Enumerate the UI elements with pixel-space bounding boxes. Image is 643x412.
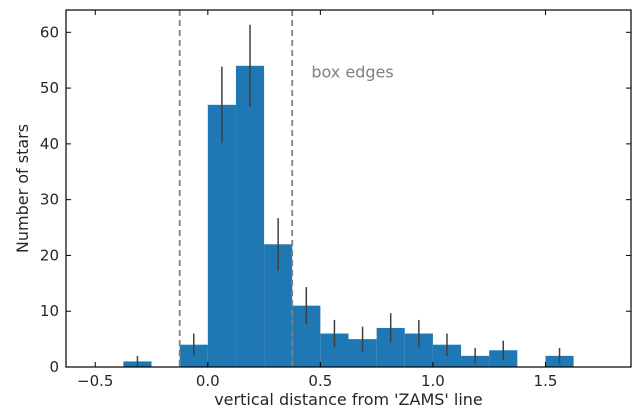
- axis-ticks: [66, 10, 631, 368]
- errorbars-group: [136, 24, 561, 367]
- bars-group: [123, 65, 574, 367]
- x-tick-label-2: 0.5: [308, 372, 332, 390]
- plot-frame: [65, 9, 632, 368]
- y-tick-label-4: 40: [40, 135, 59, 153]
- box-edges-annotation: box edges: [311, 62, 393, 81]
- y-tick-label-6: 60: [40, 23, 59, 41]
- x-tick-label-1: 0.0: [196, 372, 220, 390]
- y-tick-label-3: 30: [40, 191, 59, 209]
- bar-3: [235, 65, 265, 367]
- x-tick-label-4: 1.5: [534, 372, 558, 390]
- bar-2: [207, 104, 236, 367]
- y-tick-labels: 0 10 20 30 40 50 60: [40, 23, 59, 376]
- x-tick-label-0: −0.5: [77, 372, 113, 390]
- y-tick-label-5: 50: [40, 79, 59, 97]
- x-axis-label: vertical distance from 'ZAMS' line: [214, 390, 483, 409]
- y-tick-label-0: 0: [49, 358, 59, 376]
- x-tick-label-3: 1.0: [421, 372, 445, 390]
- y-tick-label-1: 10: [40, 302, 59, 320]
- y-tick-label-2: 20: [40, 246, 59, 264]
- x-tick-labels: −0.5 0.0 0.5 1.0 1.5: [77, 372, 557, 390]
- y-axis-label: Number of stars: [13, 124, 32, 253]
